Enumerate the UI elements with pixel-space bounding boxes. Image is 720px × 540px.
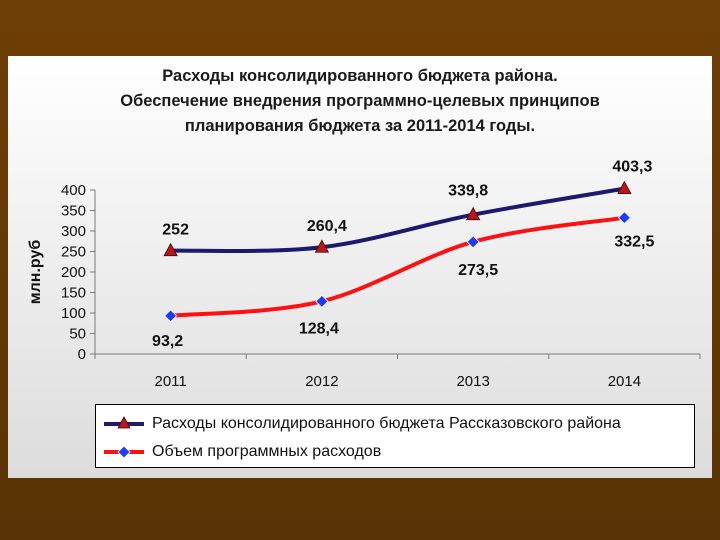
data-point-marker bbox=[466, 235, 480, 249]
series-line-1 bbox=[170, 186, 625, 253]
data-point-marker bbox=[164, 309, 178, 323]
data-label: 260,4 bbox=[307, 218, 347, 235]
legend-item-budget-expenses: Расходы консолидированного бюджета Расск… bbox=[102, 411, 621, 437]
chart-legend: Расходы консолидированного бюджета Расск… bbox=[95, 404, 695, 468]
x-tick-label: 2013 bbox=[456, 373, 489, 390]
y-tick-label: 0 bbox=[78, 346, 86, 363]
y-tick-label: 350 bbox=[61, 203, 86, 220]
data-label: 93,2 bbox=[152, 333, 183, 350]
data-label: 332,5 bbox=[614, 234, 654, 251]
y-tick-label: 400 bbox=[61, 182, 86, 199]
y-tick-label: 250 bbox=[61, 244, 86, 261]
y-axis-title: млн.руб bbox=[27, 240, 44, 305]
data-point-marker bbox=[465, 206, 481, 221]
data-point-marker bbox=[163, 242, 178, 257]
chart-title-line-2: Обеспечение внедрения программно-целевых… bbox=[120, 92, 600, 110]
legend-label-budget-expenses: Расходы консолидированного бюджета Расск… bbox=[152, 415, 621, 432]
chart-title: Расходы консолидированного бюджета район… bbox=[8, 64, 712, 139]
data-label: 128,4 bbox=[299, 320, 339, 337]
data-point-marker bbox=[314, 239, 330, 253]
series-line-2 bbox=[170, 215, 625, 318]
data-point-marker bbox=[617, 211, 631, 225]
legend-swatch-program-expenses bbox=[104, 445, 144, 459]
y-tick-label: 100 bbox=[61, 305, 86, 322]
data-label: 273,5 bbox=[458, 262, 498, 279]
y-tick-label: 150 bbox=[61, 285, 86, 302]
data-point-marker bbox=[315, 294, 329, 308]
x-tick-label: 2011 bbox=[154, 373, 186, 390]
y-tick-label: 50 bbox=[69, 326, 86, 343]
chart-title-line-1: Расходы консолидированного бюджета район… bbox=[162, 67, 558, 85]
data-label: 339,8 bbox=[448, 183, 488, 200]
data-label: 252 bbox=[162, 222, 189, 239]
x-tick-label: 2014 bbox=[608, 373, 641, 390]
legend-swatch-budget-expenses bbox=[104, 416, 144, 429]
legend-label-program-expenses: Объем программных расходов bbox=[152, 443, 382, 460]
data-label: 403,3 bbox=[612, 159, 652, 176]
data-point-marker bbox=[617, 180, 632, 195]
y-tick-label: 300 bbox=[61, 223, 86, 240]
chart-title-line-3: планирования бюджета за 2011-2014 годы. bbox=[184, 117, 536, 135]
legend-item-program-expenses: Объем программных расходов bbox=[102, 439, 381, 465]
x-tick-label: 2012 bbox=[305, 373, 338, 390]
y-tick-label: 200 bbox=[61, 264, 86, 281]
